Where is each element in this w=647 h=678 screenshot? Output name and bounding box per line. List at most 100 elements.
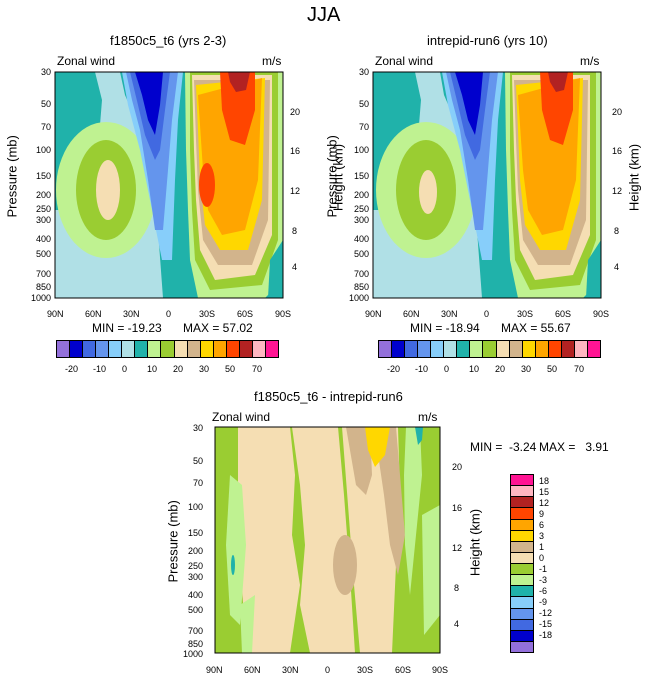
panel3-colorbar-label: -18 xyxy=(539,630,553,640)
panel1-ytick: 150 xyxy=(35,171,51,181)
panel2-contours xyxy=(373,72,601,298)
panel1-ytick: 400 xyxy=(35,234,51,244)
panel1-xtick: 60N xyxy=(85,309,102,319)
panel1-y2tick: 4 xyxy=(292,262,298,272)
panel2-ytick: 850 xyxy=(353,282,369,292)
panel1-colorbar-label: -20 xyxy=(65,364,79,374)
panel1-y2tick: 20 xyxy=(290,107,301,117)
panel3-colorbar-label: 3 xyxy=(539,531,545,541)
panel2-plot xyxy=(372,71,602,299)
panel2-y2tick: 8 xyxy=(614,226,620,236)
panel1-colorbar-label: 20 xyxy=(173,364,184,374)
panel3-colorbar-label: 18 xyxy=(539,476,550,486)
panel2-xtick: 30N xyxy=(441,309,458,319)
panel3-ytick: 500 xyxy=(187,605,203,615)
panel2-ytick: 100 xyxy=(353,145,369,155)
panel1-ytick: 100 xyxy=(35,145,51,155)
panel1-y2tick: 12 xyxy=(290,186,301,196)
panel3-colorbar-label: 9 xyxy=(539,509,545,519)
panel3-ytick: 50 xyxy=(192,456,203,466)
panel2-ytick: 70 xyxy=(358,122,369,132)
panel3-xtick: 60N xyxy=(244,665,261,675)
panel3-colorbar-label: 1 xyxy=(539,542,545,552)
panel2-ytick: 30 xyxy=(358,67,369,77)
panel1-ytick: 850 xyxy=(35,282,51,292)
panel2-colorbar-label: 20 xyxy=(495,364,506,374)
colorbar-swatch xyxy=(510,640,534,653)
colorbar-swatch xyxy=(547,340,562,358)
panel1-ytick: 50 xyxy=(40,99,51,109)
colorbar-swatch xyxy=(560,340,575,358)
panel3-colorbar-label: -12 xyxy=(539,608,553,618)
panel2-min: MIN = -18.94 xyxy=(410,321,480,335)
panel2-xtick: 30S xyxy=(517,309,534,319)
panel3-ytick: 200 xyxy=(187,546,203,556)
panel3-colorbar-label: -9 xyxy=(539,597,548,607)
panel2-title: intrepid-run6 (yrs 10) xyxy=(427,33,548,48)
colorbar-swatch xyxy=(264,340,279,358)
panel3-xtick: 90N xyxy=(206,665,223,675)
panel3-xtick: 60S xyxy=(395,665,412,675)
panel3-colorbar-label: 0 xyxy=(539,553,545,563)
panel3-contours xyxy=(215,427,440,653)
panel1-colorbar-label: 0 xyxy=(122,364,128,374)
panel3-ytick: 100 xyxy=(187,502,203,512)
panel1-colorbar xyxy=(56,340,279,358)
colorbar-swatch xyxy=(251,340,266,358)
panel3-colorbar-label: -3 xyxy=(539,575,548,585)
colorbar-swatch xyxy=(378,340,393,358)
panel2-xtick: 0 xyxy=(484,309,490,319)
panel2-colorbar xyxy=(378,340,601,358)
panel3-xtick: 30N xyxy=(282,665,299,675)
colorbar-swatch xyxy=(108,340,123,358)
panel1-y2tick: 16 xyxy=(290,146,301,156)
colorbar-swatch xyxy=(417,340,432,358)
panel2-y2tick: 20 xyxy=(612,107,623,117)
colorbar-swatch xyxy=(521,340,536,358)
panel2-right-label: m/s xyxy=(580,54,600,68)
colorbar-swatch xyxy=(443,340,458,358)
panel2-y2tick: 16 xyxy=(612,146,623,156)
colorbar-swatch xyxy=(469,340,484,358)
panel3-xtick: 0 xyxy=(325,665,331,675)
panel1-ytick: 300 xyxy=(35,215,51,225)
panel3-ytick: 850 xyxy=(187,639,203,649)
colorbar-swatch xyxy=(573,340,588,358)
panel3-max: MAX = 3.91 xyxy=(539,440,609,454)
colorbar-swatch xyxy=(82,340,97,358)
panel1-ytick: 70 xyxy=(40,122,51,132)
colorbar-swatch xyxy=(147,340,162,358)
colorbar-swatch xyxy=(456,340,471,358)
panel1-plot xyxy=(54,71,284,299)
panel1-ytick: 700 xyxy=(35,269,51,279)
panel1-colorbar-label: 10 xyxy=(147,364,158,374)
panel3-y2tick: 12 xyxy=(452,543,463,553)
panel1-ytick: 250 xyxy=(35,204,51,214)
colorbar-swatch xyxy=(56,340,71,358)
panel2-xtick: 60S xyxy=(555,309,572,319)
colorbar-swatch xyxy=(430,340,445,358)
panel2-ytick: 150 xyxy=(353,171,369,181)
panel2-max: MAX = 55.67 xyxy=(501,321,571,335)
panel1-ytick: 200 xyxy=(35,190,51,200)
colorbar-swatch xyxy=(186,340,201,358)
panel3-colorbar-label: -15 xyxy=(539,619,553,629)
panel2-colorbar-label: 10 xyxy=(469,364,480,374)
colorbar-swatch xyxy=(199,340,214,358)
panel3-title: f1850c5_t6 - intrepid-run6 xyxy=(254,389,403,404)
panel2-ytick: 250 xyxy=(353,204,369,214)
panel3-ytick: 30 xyxy=(192,423,203,433)
panel3-ytick: 700 xyxy=(187,626,203,636)
colorbar-swatch xyxy=(134,340,149,358)
panel2-ytick: 700 xyxy=(353,269,369,279)
panel1-colorbar-label: 70 xyxy=(252,364,263,374)
panel1-colorbar-label: 30 xyxy=(199,364,210,374)
panel3-colorbar-labels: 18 15 12 9 6 3 1 0 -1 -3 -6 -9 -12 -15 -… xyxy=(539,474,569,652)
panel3-ytick: 1000 xyxy=(182,649,203,659)
panel3-plot xyxy=(214,426,441,654)
panel3-colorbar-label: 15 xyxy=(539,487,550,497)
panel1-contours xyxy=(55,72,283,298)
panel2-xtick: 90N xyxy=(365,309,382,319)
panel2-colorbar-label: -20 xyxy=(387,364,401,374)
panel1-min: MIN = -19.23 xyxy=(92,321,162,335)
